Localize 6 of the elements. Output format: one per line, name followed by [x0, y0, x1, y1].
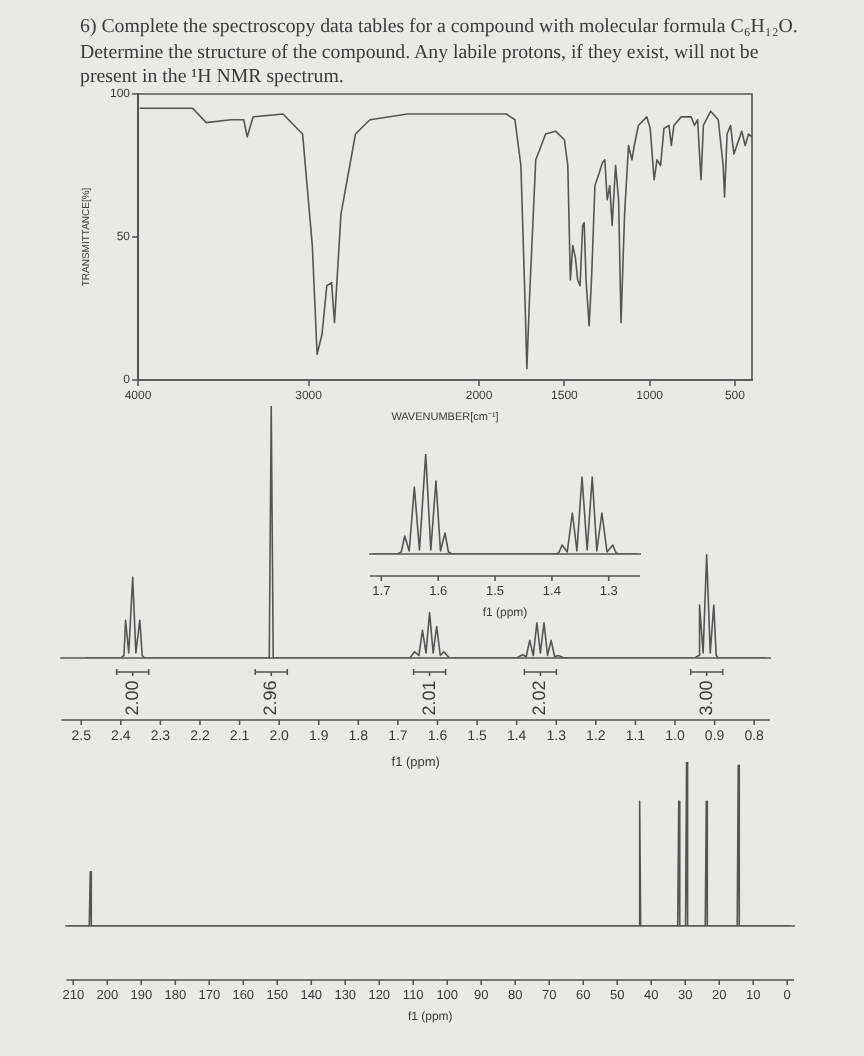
chart-title: 6) Complete the spectroscopy data tables for a compound with molecular formula C₆H₁₂O. Determine the structure of the compound. Any labile protons, if they exist, will not be present in the ¹H NMR spectrum.	[80, 16, 800, 89]
annotation: 2.02	[529, 680, 550, 716]
annotation: 2.00	[121, 680, 142, 716]
annotation: 2.01	[418, 680, 439, 716]
annotation: 2.96	[260, 680, 281, 716]
annotation: 3.00	[695, 680, 716, 716]
